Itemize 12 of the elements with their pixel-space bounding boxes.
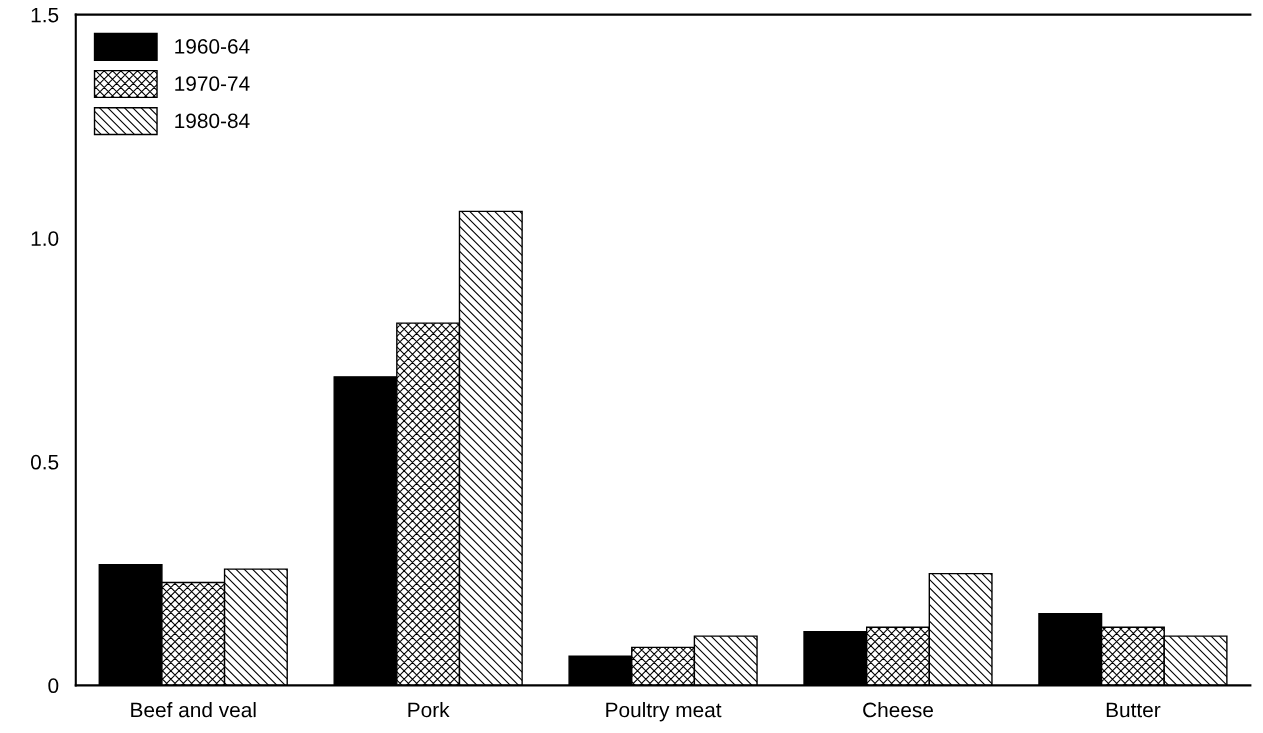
x-tick-label: Pork: [408, 702, 450, 718]
y-tick-label: 1.0: [31, 231, 59, 246]
x-tick-label: Butter: [1106, 702, 1161, 718]
legend-label: 1970-74: [175, 76, 250, 92]
y-tick-label: 0: [48, 678, 59, 694]
y-tick-label: 1.5: [31, 7, 59, 23]
y-tick-label: 0.5: [30, 454, 59, 470]
legend-label: 1960-64: [175, 39, 250, 54]
x-tick-label: Poultry meat: [606, 702, 722, 722]
x-tick-label: Beef and veal: [131, 702, 256, 718]
legend-label: 1980-84: [175, 113, 250, 129]
x-tick-label: Cheese: [863, 702, 933, 718]
